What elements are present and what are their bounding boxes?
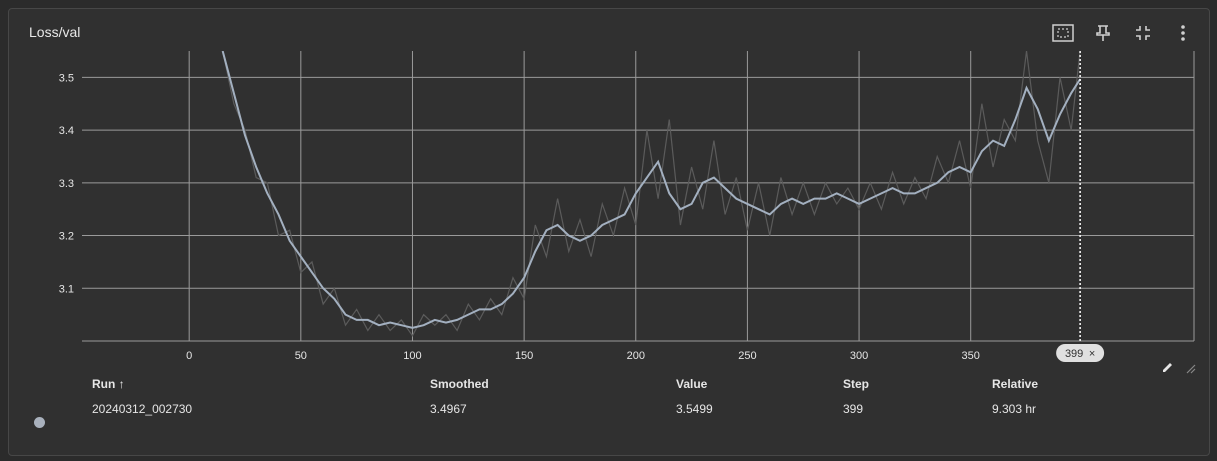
col-header-smoothed: Smoothed	[430, 377, 489, 391]
x-tick-label: 300	[850, 350, 868, 362]
fit-domain-button[interactable]	[1045, 19, 1081, 47]
resize-grip-icon	[1186, 364, 1196, 374]
card-title: Loss/val	[29, 24, 81, 40]
pencil-icon	[1163, 363, 1172, 372]
cell-step: 399	[843, 402, 864, 416]
x-tick-label: 200	[627, 350, 645, 362]
collapse-icon	[1136, 26, 1150, 40]
col-header-step: Step	[843, 377, 870, 391]
y-tick-label: 3.2	[59, 231, 74, 243]
y-tick-label: 3.1	[59, 283, 74, 295]
y-tick-label: 3.4	[59, 125, 74, 137]
cell-relative: 9.303 hr	[992, 402, 1037, 416]
hover-chip-close-icon: ×	[1089, 348, 1095, 360]
col-header-run[interactable]: Run ↑	[92, 377, 125, 391]
col-header-relative: Relative	[992, 377, 1039, 391]
cell-run: 20240312_002730	[92, 402, 193, 416]
collapse-button[interactable]	[1125, 19, 1161, 47]
cell-smoothed: 3.4967	[430, 402, 467, 416]
x-tick-label: 50	[295, 350, 307, 362]
raw-series-line	[222, 51, 1081, 337]
smoothed-series-line	[221, 51, 1081, 329]
more-options-button[interactable]	[1165, 19, 1201, 47]
pin-button[interactable]	[1085, 19, 1121, 47]
more-vert-icon	[1181, 25, 1185, 41]
hover-step-label: 399	[1065, 348, 1083, 360]
y-tick-label: 3.3	[59, 178, 74, 190]
x-tick-label: 350	[962, 350, 980, 362]
col-header-value: Value	[676, 377, 708, 391]
hover-step-chip	[1056, 344, 1105, 362]
run-color-dot	[34, 417, 45, 428]
fit-domain-icon	[1052, 24, 1074, 42]
x-tick-label: 100	[403, 350, 421, 362]
x-tick-label: 150	[515, 350, 533, 362]
resize-handle[interactable]	[1184, 361, 1196, 379]
pin-icon	[1096, 25, 1110, 41]
scalar-card: Loss/val 0 50 100 150 200 250 300 350 3	[8, 8, 1210, 456]
x-tick-label: 250	[738, 350, 756, 362]
y-tick-label: 3.5	[59, 72, 74, 84]
edit-button[interactable]	[1161, 360, 1175, 379]
x-tick-label: 0	[186, 350, 192, 362]
card-toolbar	[1045, 19, 1201, 47]
loss-chart[interactable]: 0 50 100 150 200 250 300 350 3.1 3.2 3.3 3.4 3.5 399 ×	[9, 9, 1209, 369]
cell-value: 3.5499	[676, 402, 713, 416]
